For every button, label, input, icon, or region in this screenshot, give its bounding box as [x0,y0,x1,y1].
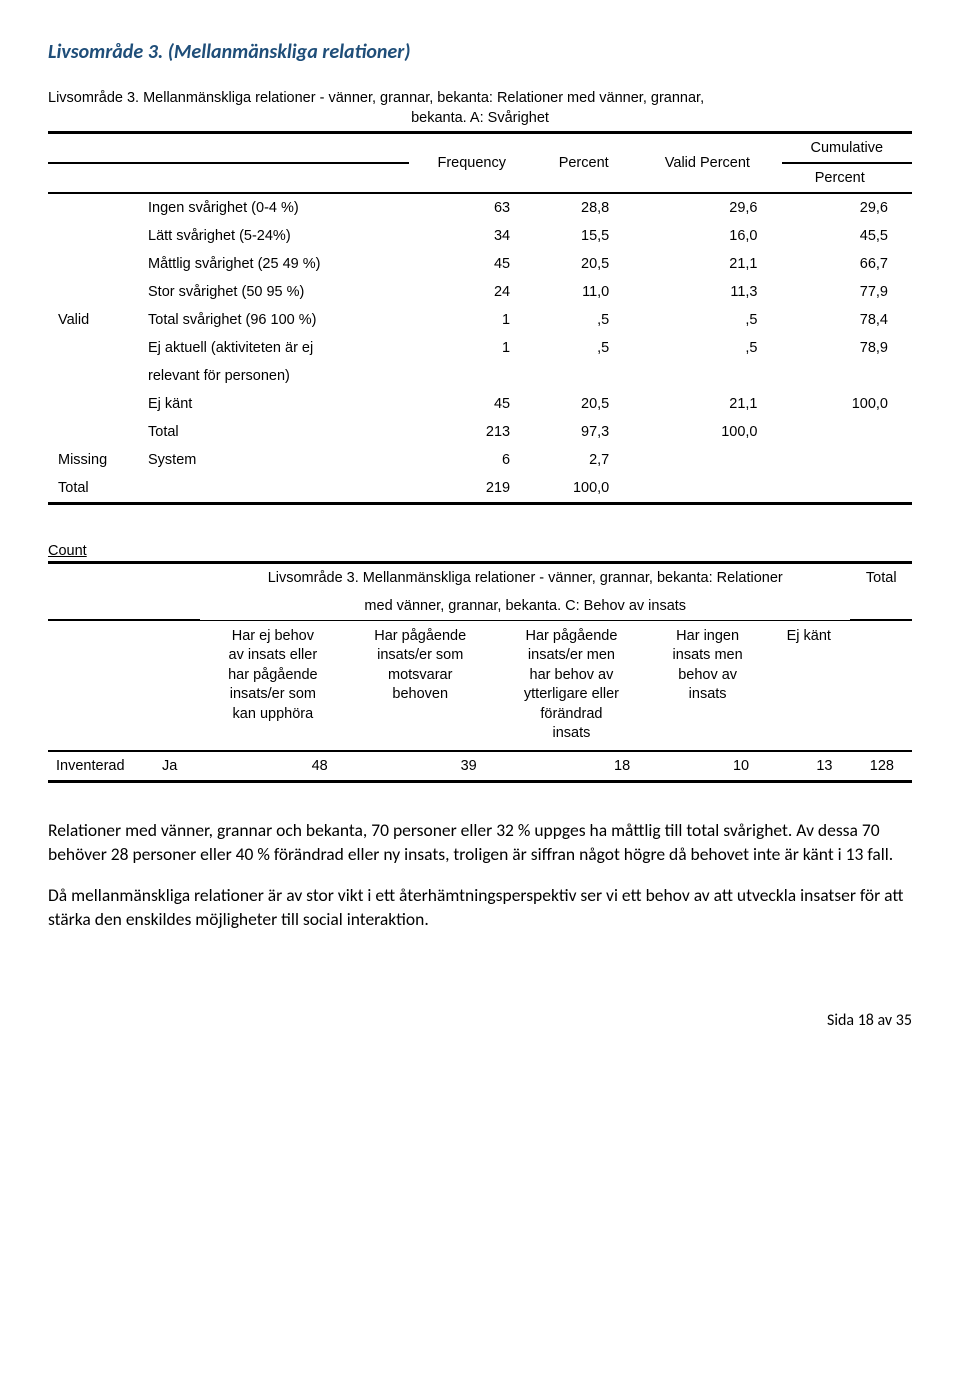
cell: 100,0 [782,390,913,418]
frequency-table: Frequency Percent Valid Percent Cumulati… [48,131,912,505]
cell: 10 [648,751,767,782]
cell: 77,9 [782,278,913,306]
paragraph-2: Då mellanmänskliga relationer är av stor… [48,884,912,931]
page-footer: Sida 18 av 35 [48,1011,912,1030]
cell: 15,5 [534,222,633,250]
cross-row-label-1: Inventerad [48,751,154,782]
total-label: Total [48,474,409,504]
cell: 1 [409,306,534,334]
cross-col: Har pågåendeinsats/er menhar behov avytt… [495,620,648,751]
cell: 11,0 [534,278,633,306]
cell: 29,6 [782,193,913,222]
cell: 45 [409,250,534,278]
missing-label: Missing [48,446,138,474]
cross-total-header: Total [850,562,912,620]
cell: 11,3 [633,278,781,306]
col-cumulative: Cumulative [782,132,913,163]
cross-table: Livsområde 3. Mellanmänskliga relationer… [48,561,912,783]
cross-row-label-2: Ja [154,751,200,782]
cell: 24 [409,278,534,306]
cross-col: Ej känt [767,620,850,751]
cell: 2,7 [534,446,633,474]
cell: 16,0 [633,222,781,250]
cell [782,418,913,446]
cell: 29,6 [633,193,781,222]
cell: 128 [850,751,912,782]
cell: 39 [346,751,495,782]
cross-col: Har ej behovav insats ellerhar pågåendei… [200,620,346,751]
cell: ,5 [534,334,633,390]
cell: ,5 [633,306,781,334]
cell: ,5 [633,334,781,390]
row-label: Ingen svårighet (0-4 %) [138,193,409,222]
row-label: Stor svårighet (50 95 %) [138,278,409,306]
row-label: Ej aktuell (aktiviteten är ej [138,334,409,362]
row-label: Ej känt [138,390,409,418]
col-percent: Percent [534,132,633,193]
count-label: Count [48,543,87,559]
cell: 20,5 [534,250,633,278]
valid-label: Valid [48,193,138,446]
cell: 213 [409,418,534,446]
cross-group-header-1: Livsområde 3. Mellanmänskliga relationer… [200,562,850,592]
cell: 1 [409,334,534,390]
cell: 34 [409,222,534,250]
cell: 6 [409,446,534,474]
cell: 45,5 [782,222,913,250]
cell: ,5 [534,306,633,334]
cell: 45 [409,390,534,418]
caption-line-1: Livsområde 3. Mellanmänskliga relationer… [48,90,704,106]
row-label: Måttlig svårighet (25 49 %) [138,250,409,278]
row-label: Total [138,418,409,446]
row-label: Total svårighet (96 100 %) [138,306,409,334]
cell: 21,1 [633,250,781,278]
cell: 28,8 [534,193,633,222]
cell: 100,0 [633,418,781,446]
cell: 13 [767,751,850,782]
page-title: Livsområde 3. (Mellanmänskliga relatione… [48,40,912,64]
freq-table-caption: Livsområde 3. Mellanmänskliga relationer… [48,88,912,129]
cell: 66,7 [782,250,913,278]
cell: 20,5 [534,390,633,418]
cross-group-header-2: med vänner, grannar, bekanta. C: Behov a… [200,592,850,621]
cell: 21,1 [633,390,781,418]
cell: 78,4 [782,306,913,334]
cell: 97,3 [534,418,633,446]
col-valid-percent: Valid Percent [633,132,781,193]
cell: 48 [200,751,346,782]
cell: 18 [495,751,648,782]
row-label: relevant för personen) [138,362,409,390]
cross-col: Har ingeninsats menbehov avinsats [648,620,767,751]
caption-line-2: bekanta. A: Svårighet [48,108,912,128]
cell: 100,0 [534,474,633,504]
cell: 219 [409,474,534,504]
paragraph-1: Relationer med vänner, grannar och bekan… [48,819,912,866]
cell: 78,9 [782,334,913,390]
col-cumulative-2: Percent [782,163,913,193]
cell: 63 [409,193,534,222]
row-label: Lätt svårighet (5-24%) [138,222,409,250]
row-label: System [138,446,409,474]
col-frequency: Frequency [409,132,534,193]
cross-col: Har pågåendeinsats/er sommotsvararbehove… [346,620,495,751]
